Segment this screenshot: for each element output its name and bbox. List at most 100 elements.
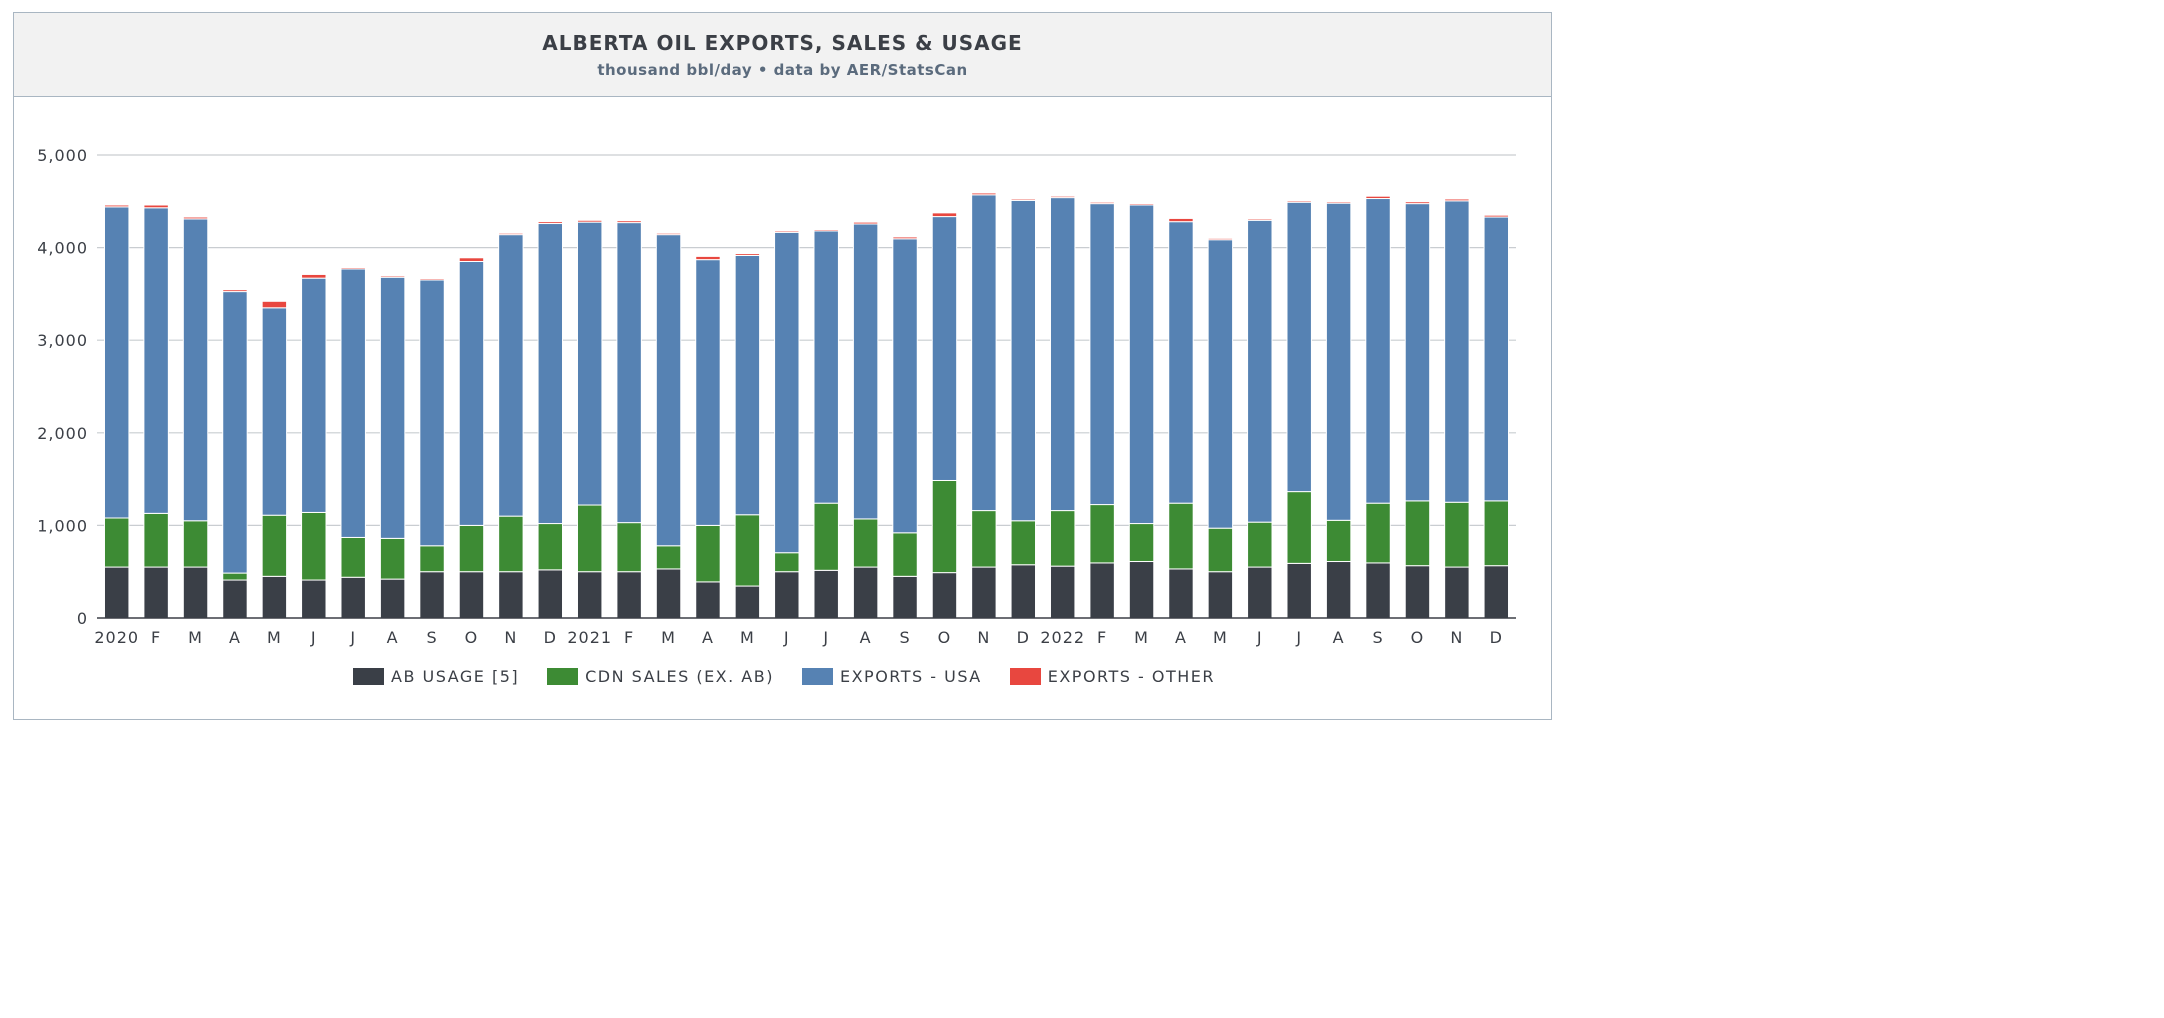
bar-segment-ab-usage	[1444, 566, 1470, 619]
bar-segment-exports-usa	[340, 268, 366, 538]
y-tick-label: 4,000	[37, 239, 88, 258]
y-tick-label: 5,000	[37, 146, 88, 165]
bar-segment-cdn-sales	[1247, 521, 1273, 568]
x-tick-label: F	[1097, 628, 1107, 647]
bar-segment-exports-usa	[182, 218, 209, 522]
bar-segment-exports-other	[103, 204, 130, 208]
bar-segment-exports-other	[261, 300, 288, 309]
chart-header: ALBERTA OIL EXPORTS, SALES & USAGE thous…	[14, 13, 1551, 97]
x-tick-label: N	[977, 628, 990, 647]
bar-segment-ab-usage	[537, 569, 564, 619]
y-tick-label: 3,000	[37, 331, 88, 350]
bar-segment-cdn-sales	[971, 510, 997, 568]
x-tick-label: S	[1372, 628, 1383, 647]
legend-swatch	[801, 667, 833, 685]
bar-segment-exports-other	[655, 232, 682, 236]
x-tick-label: M	[661, 628, 676, 647]
bar-segment-ab-usage	[1247, 566, 1273, 619]
x-tick-label: F	[624, 628, 634, 647]
x-tick-label: M	[1134, 628, 1149, 647]
bar-segment-exports-usa	[892, 238, 918, 534]
bar-segment-exports-other	[1049, 195, 1076, 199]
legend-item[interactable]: CDN SALES (EX. AB)	[547, 664, 774, 688]
legend-label: EXPORTS - USA	[839, 666, 982, 686]
bar-segment-ab-usage	[774, 571, 800, 619]
bar-segment-exports-usa	[576, 221, 603, 506]
bar-segment-cdn-sales	[892, 532, 918, 577]
bar-segment-cdn-sales	[1325, 519, 1352, 563]
bar-segment-ab-usage	[1128, 561, 1155, 619]
y-tick-label: 0	[77, 609, 88, 628]
bar-segment-exports-usa	[1128, 204, 1155, 525]
bar-segment-ab-usage	[103, 566, 130, 619]
bar-segment-exports-usa	[1010, 199, 1037, 522]
x-tick-label: J	[310, 628, 317, 647]
legend-swatch	[1009, 667, 1041, 685]
bar-segment-exports-usa	[695, 259, 721, 526]
bar-segment-cdn-sales	[379, 537, 406, 580]
x-tick-label: A	[229, 628, 241, 647]
x-tick-label: M	[740, 628, 755, 647]
bar-segment-exports-usa	[103, 206, 130, 519]
bar-segment-ab-usage	[301, 579, 327, 619]
bar-segment-cdn-sales	[813, 502, 839, 571]
x-tick-label: D	[1017, 628, 1030, 647]
bar-segment-cdn-sales	[419, 545, 445, 573]
bar-segment-exports-other	[143, 204, 169, 209]
bar-segment-exports-usa	[1247, 219, 1273, 523]
legend-item[interactable]: EXPORTS - OTHER	[1009, 664, 1215, 688]
bar-segment-exports-other	[340, 267, 366, 270]
bar-segment-exports-usa	[813, 230, 839, 504]
bar-segment-cdn-sales	[1049, 510, 1076, 567]
bar-segment-ab-usage	[1365, 562, 1391, 619]
y-tick-label: 1,000	[37, 516, 88, 535]
bar-segment-exports-other	[1483, 214, 1510, 218]
bar-segment-exports-usa	[419, 279, 445, 547]
x-tick-label: J	[349, 628, 356, 647]
x-tick-label: M	[267, 628, 282, 647]
bar-segment-exports-other	[458, 257, 485, 262]
x-tick-label: S	[426, 628, 437, 647]
chart-subtitle: thousand bbl/day • data by AER/StatsCan	[597, 61, 968, 79]
bar-segment-exports-other	[774, 230, 800, 233]
bar-segment-ab-usage	[852, 566, 879, 619]
bar-segment-exports-usa	[537, 223, 564, 525]
bar-segment-ab-usage	[182, 566, 209, 619]
bar-segment-cdn-sales	[931, 479, 958, 574]
bar-segment-cdn-sales	[103, 517, 130, 568]
bar-segment-exports-usa	[1404, 203, 1431, 502]
bar-segment-cdn-sales	[458, 524, 485, 573]
legend-label: EXPORTS - OTHER	[1047, 666, 1215, 686]
bar-segment-cdn-sales	[1483, 500, 1510, 567]
bar-segment-exports-usa	[143, 207, 169, 514]
bar-segment-exports-other	[852, 221, 879, 225]
bar-segment-ab-usage	[419, 571, 445, 619]
x-tick-label: 2022	[1040, 628, 1085, 647]
bar-segment-ab-usage	[1049, 565, 1076, 619]
bar-segment-exports-usa	[1207, 239, 1234, 529]
bar-segment-cdn-sales	[1168, 502, 1194, 570]
bar-segment-cdn-sales	[498, 515, 524, 573]
bar-segment-exports-other	[1207, 237, 1234, 241]
legend-item[interactable]: AB USAGE [5]	[353, 664, 519, 688]
bar-segment-cdn-sales	[774, 552, 800, 573]
bar-segment-exports-usa	[852, 223, 879, 520]
bar-segment-ab-usage	[379, 578, 406, 619]
x-tick-label: D	[1490, 628, 1503, 647]
bar-segment-ab-usage	[340, 576, 366, 619]
bar-segment-exports-other	[379, 275, 406, 278]
stacked-bar-chart: 0 1,000 2,000 3,000 4,000 5,000 2020 F M A M J J A S O N…	[37, 146, 1516, 647]
legend-swatch	[547, 667, 579, 685]
bar-segment-cdn-sales	[261, 514, 288, 577]
bar-segment-cdn-sales	[143, 512, 169, 568]
bar-segment-exports-usa	[1049, 197, 1076, 512]
x-tick-label: N	[504, 628, 517, 647]
legend-item[interactable]: EXPORTS - USA	[801, 664, 982, 688]
bar-segment-exports-other	[1286, 200, 1312, 203]
x-tick-label: A	[1175, 628, 1187, 647]
bar-segment-ab-usage	[931, 572, 958, 619]
bar-segment-exports-usa	[931, 216, 958, 481]
bar-segment-exports-usa	[458, 260, 485, 526]
x-tick-label: J	[1295, 628, 1302, 647]
bar-segment-ab-usage	[655, 568, 682, 619]
